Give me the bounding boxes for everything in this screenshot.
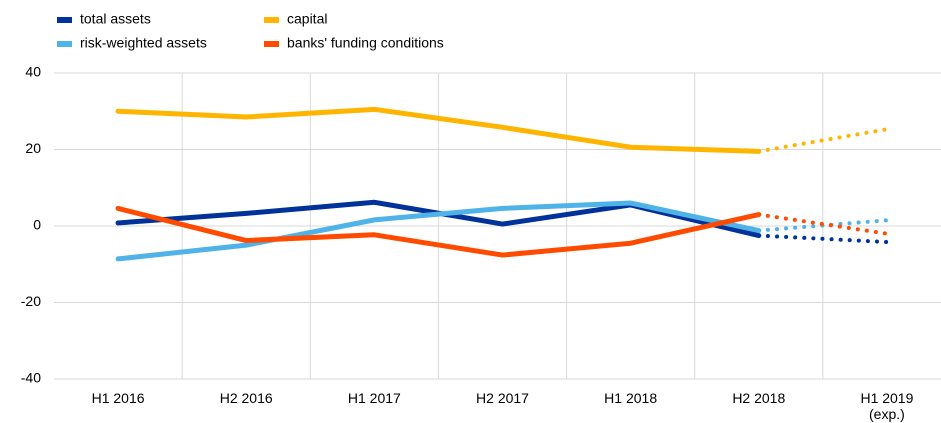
legend-label: risk-weighted assets	[80, 35, 207, 51]
legend-label: capital	[287, 11, 327, 27]
legend-label: banks' funding conditions	[287, 35, 444, 51]
legend-swatch	[264, 17, 279, 23]
y-tick-label: -20	[21, 293, 41, 309]
y-tick-label: 0	[33, 217, 41, 233]
y-tick-label: -40	[21, 370, 41, 386]
x-tick-label: H2 2018	[732, 390, 786, 406]
series-line	[115, 200, 762, 262]
series-line-expected	[756, 127, 889, 154]
x-tick-label: H2 2017	[476, 390, 529, 406]
x-tick-label: H1 2019 (exp.)	[860, 390, 914, 422]
series-line	[115, 106, 762, 154]
y-tick-label: 20	[25, 140, 41, 156]
legend-swatch	[57, 17, 72, 23]
legend-swatch	[57, 41, 72, 47]
legend-swatch	[264, 41, 279, 47]
series-line-expected	[756, 212, 889, 236]
legend-label: total assets	[80, 11, 151, 27]
x-tick-label: H1 2016	[91, 390, 145, 406]
x-tick-label: H2 2016	[219, 390, 273, 406]
series-line	[115, 205, 762, 258]
x-tick-label: H1 2018	[604, 390, 658, 406]
y-tick-label: 40	[25, 64, 41, 80]
series-line-expected	[756, 233, 889, 245]
x-tick-label: H1 2017	[347, 390, 401, 406]
